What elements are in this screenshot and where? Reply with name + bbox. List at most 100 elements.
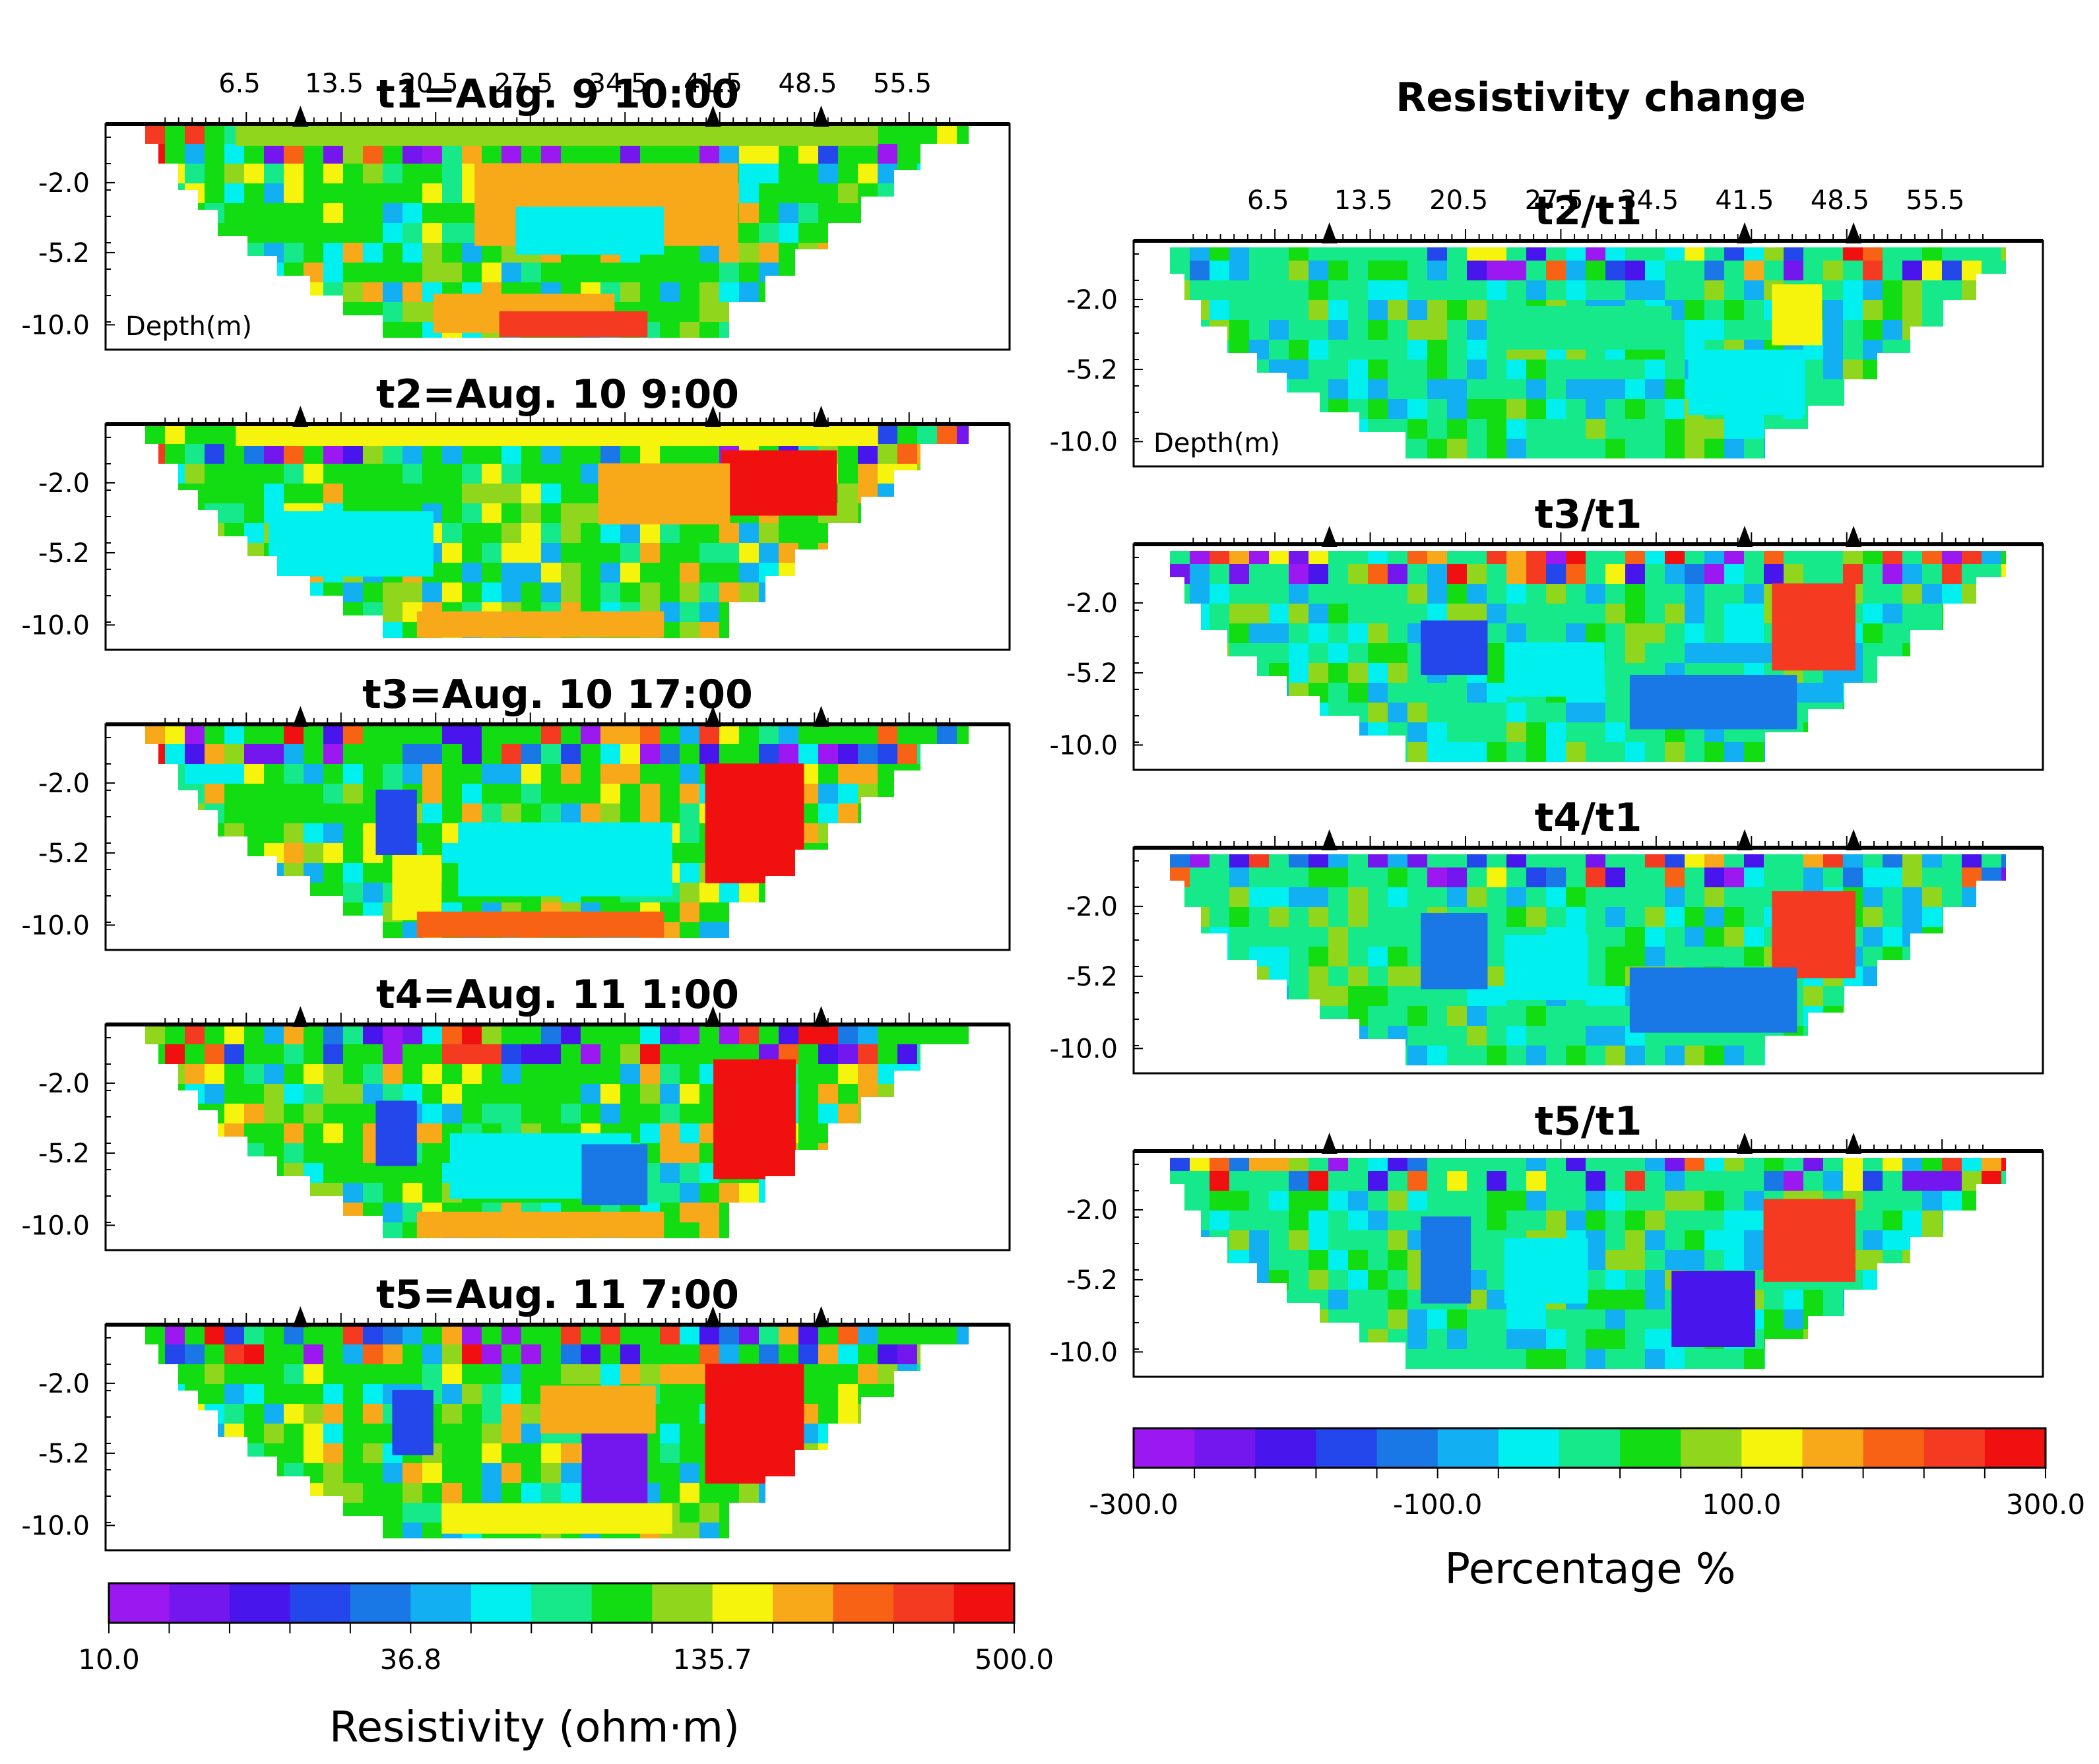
- section-cell: [1685, 927, 1704, 947]
- section-cell: [185, 1344, 205, 1364]
- section-cell: [1942, 703, 1962, 722]
- section-cell: [1368, 564, 1388, 584]
- section-cell: [1625, 1290, 1645, 1309]
- section-cell: [838, 484, 858, 503]
- section-cell: [1665, 1349, 1685, 1369]
- x-tick-label: 13.5: [305, 69, 364, 99]
- section-cell: [1843, 360, 1863, 379]
- section-cell: [858, 444, 878, 464]
- section-cell: [699, 282, 719, 302]
- section-cell: [145, 764, 165, 784]
- section-cell: [284, 1463, 304, 1483]
- section-cell: [363, 282, 383, 302]
- section-cell: [1388, 1290, 1407, 1309]
- section-cell: [1170, 742, 1190, 762]
- section-cell: [818, 1222, 838, 1238]
- section-cell: [600, 523, 620, 543]
- section-cell: [1210, 300, 1229, 320]
- section-cell: [699, 1222, 719, 1238]
- section-cell: [917, 1104, 937, 1123]
- section-cell: [1249, 643, 1269, 663]
- section-cell: [244, 484, 264, 503]
- section-cell: [2001, 340, 2006, 360]
- section-cell: [1506, 280, 1526, 300]
- section-cell: [1388, 683, 1407, 703]
- section-cell: [145, 744, 165, 764]
- section-cell: [1784, 439, 1803, 458]
- section-cell: [1962, 1026, 1982, 1046]
- section-cell: [1447, 1171, 1467, 1191]
- y-tick-label: -10.0: [22, 1511, 90, 1541]
- section-cell: [1190, 623, 1210, 643]
- section-cell: [284, 322, 304, 338]
- section-cell: [897, 243, 917, 263]
- section-cell: [620, 1344, 640, 1364]
- section-cell: [284, 464, 304, 484]
- section-cell: [1982, 927, 2001, 947]
- section-cell: [858, 823, 878, 843]
- section-cell: [1170, 722, 1190, 742]
- section-cell: [1269, 360, 1289, 379]
- section-cell: [660, 744, 680, 764]
- section-cell: [363, 1183, 383, 1203]
- marker-triangle: [813, 706, 829, 727]
- section-cell: [482, 1483, 501, 1503]
- section-cell: [1308, 907, 1328, 927]
- section-cell: [1506, 703, 1526, 722]
- section-cell: [1685, 439, 1704, 458]
- section-cell: [719, 1325, 739, 1344]
- section-cell: [1229, 1026, 1249, 1046]
- section-cell: [1883, 966, 1902, 986]
- section-cell: [1229, 551, 1249, 564]
- anomaly-block: [1504, 306, 1672, 350]
- section-cell: [1665, 439, 1685, 458]
- section-cell: [165, 1064, 185, 1084]
- section-cell: [244, 1483, 264, 1503]
- section-cell: [1269, 320, 1289, 340]
- section-cell: [482, 803, 501, 823]
- section-cell: [1942, 1191, 1962, 1211]
- section-cell: [858, 922, 878, 938]
- section-cell: [2001, 722, 2006, 742]
- section-cell: [1328, 927, 1348, 947]
- section-cell: [224, 1443, 244, 1463]
- section-cell: [957, 1523, 969, 1538]
- section-cell: [343, 164, 363, 183]
- section-cell: [482, 724, 501, 744]
- section-cell: [739, 302, 759, 322]
- section-cell: [323, 243, 343, 263]
- section-cell: [422, 183, 442, 203]
- section-cell: [501, 543, 521, 563]
- section-cell: [521, 503, 541, 523]
- section-cell: [1863, 300, 1883, 320]
- section-cell: [600, 563, 620, 583]
- section-cell: [660, 764, 680, 784]
- anomaly-block: [1763, 1199, 1856, 1282]
- section-cell: [1724, 927, 1744, 947]
- marker-triangle: [1321, 1133, 1338, 1154]
- section-cell: [1368, 261, 1388, 280]
- section-cell: [1190, 1006, 1210, 1026]
- section-cell: [1704, 261, 1724, 280]
- section-cell: [937, 503, 957, 523]
- section-cell: [343, 1483, 363, 1503]
- section-cell: [798, 243, 818, 263]
- section-cell: [1328, 643, 1348, 663]
- section-cell: [660, 1364, 680, 1384]
- section-cell: [957, 883, 969, 902]
- section-cell: [185, 124, 205, 144]
- section-cell: [1704, 947, 1724, 966]
- section-cell: [323, 164, 343, 183]
- section-cell: [1922, 1329, 1942, 1349]
- section-cell: [1190, 300, 1210, 320]
- x-tick-label: 48.5: [1811, 185, 1869, 216]
- section-cell: [403, 223, 422, 243]
- section-cell: [1863, 623, 1883, 643]
- section-cell: [779, 883, 798, 902]
- section-cell: [1368, 399, 1388, 419]
- section-cell: [1308, 419, 1328, 439]
- section-cell: [284, 883, 304, 902]
- section-cell: [1526, 360, 1546, 379]
- section-cell: [343, 1183, 363, 1203]
- section-cell: [878, 622, 897, 638]
